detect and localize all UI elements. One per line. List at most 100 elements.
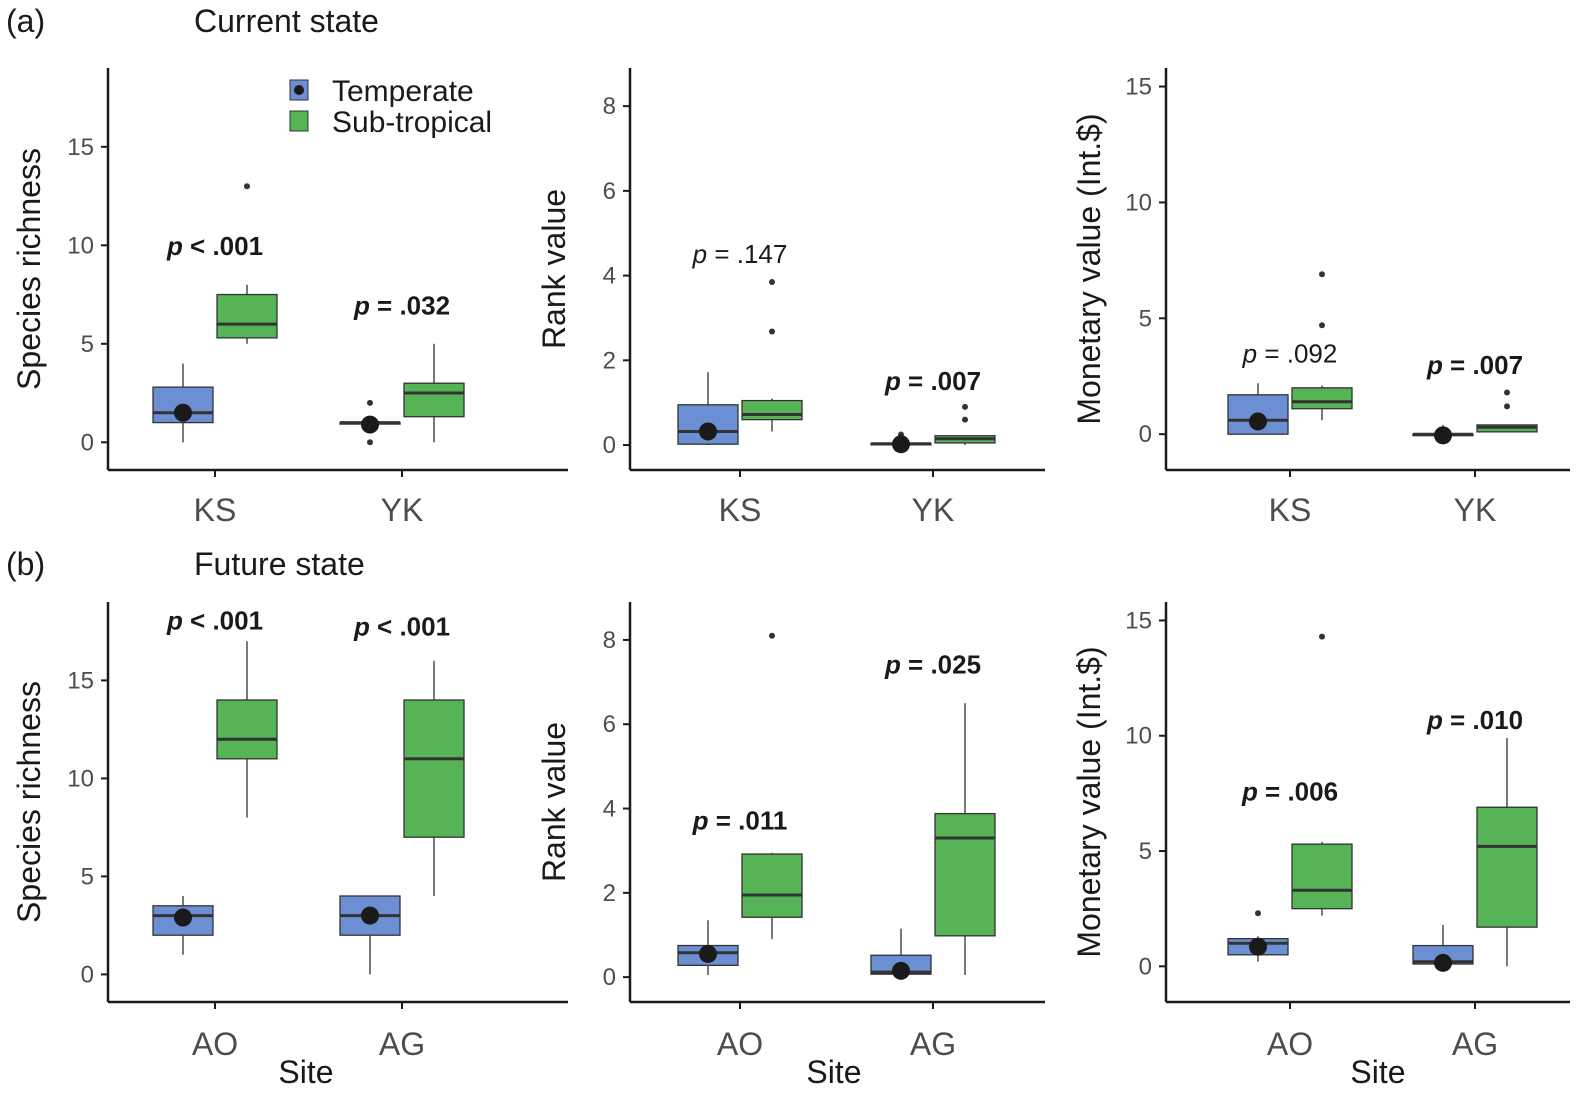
y-tick-label: 5 [81, 331, 94, 358]
y-tick-label: 15 [67, 134, 94, 161]
box-subtropical [934, 403, 996, 446]
y-tick-label: 2 [603, 880, 616, 907]
box-body [403, 382, 465, 418]
box-body [934, 812, 996, 937]
box-temperate [1227, 910, 1289, 962]
x-tick-label: AO [717, 1026, 763, 1062]
mean-point [174, 403, 192, 422]
x-tick-label: YK [381, 492, 424, 528]
p-value-label: p = .032 [353, 290, 450, 320]
legend-label-temperate: Temperate [332, 75, 474, 108]
y-tick-label: 15 [1125, 74, 1152, 101]
box-subtropical [741, 632, 803, 940]
mean-point [361, 906, 379, 925]
x-tick-label: YK [912, 492, 955, 528]
mean-point [699, 422, 717, 441]
p-value-label: p = .006 [1241, 776, 1338, 806]
x-tick-label: AG [910, 1026, 956, 1062]
panel-0: 0 5 10 15 Species richness KS YK p < .001 p = .0… [11, 68, 568, 528]
box-temperate [339, 895, 401, 975]
box-temperate [677, 372, 739, 446]
x-tick-label: KS [1269, 492, 1312, 528]
box-subtropical [216, 641, 278, 818]
outlier-point [367, 439, 373, 446]
y-axis-title: Rank value [536, 189, 572, 349]
legend: Temperate Sub-tropical [289, 75, 492, 139]
row-a-title: Current state [194, 3, 379, 39]
box-temperate [339, 399, 401, 446]
p-value-label: p = .147 [692, 239, 788, 269]
box-temperate [1227, 383, 1289, 435]
y-axis-title: Monetary value (Int.$) [1071, 113, 1107, 424]
y-tick-label: 4 [603, 796, 616, 823]
mean-point [699, 944, 717, 963]
outlier-point [1319, 633, 1325, 640]
outlier-point [1255, 910, 1261, 917]
y-tick-label: 4 [603, 263, 616, 290]
p-value-label: p = .011 [692, 806, 788, 836]
box-body [1476, 806, 1538, 928]
y-tick-label: 0 [1139, 953, 1152, 980]
outlier-point [769, 632, 775, 639]
y-tick-label: 5 [1139, 305, 1152, 332]
y-tick-label: 10 [1125, 189, 1152, 216]
mean-point [1249, 412, 1267, 431]
y-tick-label: 2 [603, 347, 616, 374]
x-tick-label: AO [192, 1026, 238, 1062]
p-value-label: p = .007 [884, 366, 981, 396]
box-subtropical [403, 660, 465, 896]
outlier-point [962, 403, 968, 410]
y-tick-label: 0 [1139, 421, 1152, 448]
x-tick-label: YK [1454, 492, 1497, 528]
box-temperate [677, 920, 739, 976]
outlier-point [244, 183, 250, 190]
x-tick-label: AG [1452, 1026, 1498, 1062]
y-tick-label: 0 [603, 432, 616, 459]
mean-point [174, 908, 192, 927]
x-tick-label: KS [719, 492, 762, 528]
p-value-label: p = .010 [1426, 705, 1523, 735]
y-tick-label: 8 [603, 93, 616, 120]
x-axis-title-2: Site [806, 1054, 861, 1090]
y-axis-title: Species richness [11, 148, 47, 390]
legend-key-subtropical [289, 110, 309, 132]
box-body [1291, 387, 1353, 410]
box-body [216, 293, 278, 339]
box-temperate [152, 363, 214, 443]
row-b-title: Future state [194, 546, 365, 582]
box-temperate [870, 928, 932, 980]
outlier-point [769, 278, 775, 285]
mean-point [1249, 937, 1267, 956]
y-axis-title: Rank value [536, 722, 572, 882]
y-tick-label: 10 [67, 765, 94, 792]
box-temperate [1412, 424, 1474, 445]
box-body [1291, 843, 1353, 910]
box-subtropical [1291, 271, 1353, 421]
box-temperate [152, 896, 214, 955]
box-subtropical [403, 343, 465, 443]
panels: 0 5 10 15 Species richness KS YK p < .001 p = .0… [11, 68, 1570, 1062]
mean-point [361, 415, 379, 434]
y-tick-label: 15 [67, 667, 94, 694]
outlier-point [769, 328, 775, 335]
panel-2: 0 5 10 15 Monetary value (Int.$) KS YK p = .092… [1071, 68, 1570, 528]
x-tick-label: AO [1267, 1026, 1313, 1062]
panel-4: 0 2 4 6 8 Rank value AO AG p = .011 p = .025 [536, 602, 1045, 1062]
outlier-point [1504, 403, 1510, 410]
y-axis-title: Species richness [11, 681, 47, 923]
y-tick-label: 8 [603, 627, 616, 654]
x-axis-title-1: Site [278, 1054, 333, 1090]
box-subtropical [934, 703, 996, 976]
row-b-letter: (b) [6, 546, 45, 582]
panel-1: 0 2 4 6 8 Rank value KS YK p = .147 p = .007 [536, 68, 1045, 528]
box-subtropical [1476, 389, 1538, 433]
y-tick-label: 0 [81, 961, 94, 988]
p-value-label: p = .025 [884, 650, 981, 680]
p-value-label: p = .007 [1426, 350, 1523, 380]
x-tick-label: KS [194, 492, 237, 528]
box-temperate [870, 431, 932, 454]
outlier-point [1319, 322, 1325, 329]
box-body [403, 699, 465, 838]
panel-5: 0 5 10 15 Monetary value (Int.$) AO AG p = .006… [1071, 602, 1570, 1062]
